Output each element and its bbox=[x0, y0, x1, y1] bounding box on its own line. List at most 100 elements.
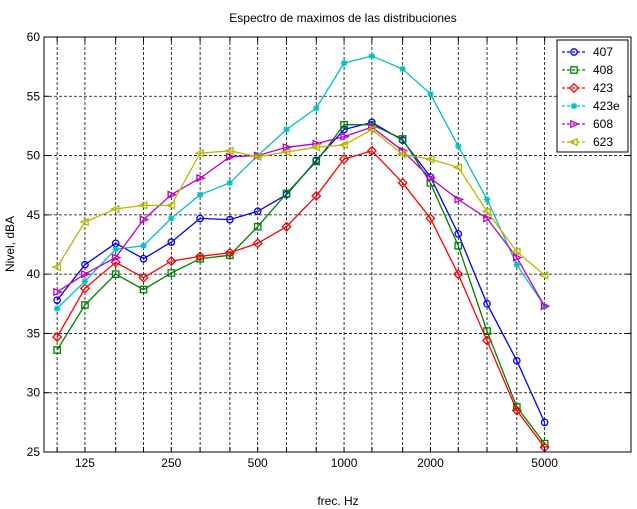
data-point bbox=[111, 253, 122, 262]
data-point bbox=[454, 241, 463, 250]
data-point bbox=[282, 143, 293, 152]
x-tick-label: 500 bbox=[248, 456, 268, 470]
data-point bbox=[165, 201, 176, 210]
data-point bbox=[109, 204, 120, 214]
y-tick-label: 55 bbox=[27, 89, 41, 103]
data-point bbox=[53, 296, 61, 305]
axis-ticks: 125 250 500 1000 2000 5000 25 30 35 40 45 50 55 60 bbox=[27, 30, 631, 470]
legend-marker bbox=[570, 119, 580, 129]
data-point bbox=[340, 132, 350, 141]
data-point bbox=[283, 126, 290, 133]
x-axis-label: frec. Hz bbox=[317, 494, 358, 508]
data-point bbox=[139, 285, 148, 294]
series-line-623 bbox=[56, 128, 546, 276]
data-point bbox=[340, 120, 348, 129]
data-point bbox=[282, 189, 291, 198]
series-line-608 bbox=[56, 126, 546, 307]
data-point bbox=[313, 104, 320, 112]
data-point bbox=[79, 283, 91, 294]
legend-marker bbox=[568, 82, 580, 94]
data-point bbox=[510, 247, 521, 256]
data-point bbox=[194, 149, 204, 158]
data-point bbox=[368, 122, 378, 132]
x-tick-label: 5000 bbox=[531, 456, 558, 470]
series-623 bbox=[51, 125, 549, 280]
data-point bbox=[280, 147, 291, 157]
data-point bbox=[226, 152, 236, 161]
data-point bbox=[226, 215, 234, 224]
data-point bbox=[81, 301, 89, 309]
legend: 407 408 423 423e 608 623 bbox=[556, 39, 629, 153]
y-tick-label: 50 bbox=[27, 149, 41, 163]
legend-item-608: 608 bbox=[562, 117, 613, 131]
y-tick-label: 25 bbox=[27, 445, 41, 459]
plot-frame bbox=[43, 36, 632, 453]
legend-marker bbox=[568, 137, 578, 147]
data-point bbox=[396, 150, 407, 159]
data-point bbox=[398, 135, 407, 143]
data-point bbox=[81, 278, 89, 285]
data-point bbox=[312, 157, 321, 166]
data-point bbox=[52, 331, 63, 343]
series-group bbox=[51, 52, 551, 453]
data-point bbox=[513, 261, 521, 268]
data-point bbox=[251, 152, 262, 161]
data-point bbox=[453, 269, 464, 280]
x-tick-label: 250 bbox=[161, 456, 181, 470]
chart-title: Espectro de maximos de las distribucione… bbox=[229, 11, 456, 25]
data-point bbox=[424, 154, 435, 164]
y-tick-label: 45 bbox=[27, 208, 41, 222]
data-point bbox=[226, 179, 234, 187]
legend-item-423: 423 bbox=[562, 81, 613, 95]
y-tick-label: 40 bbox=[27, 267, 41, 281]
x-tick-label: 1000 bbox=[331, 456, 358, 470]
data-point bbox=[112, 246, 119, 253]
legend-label: 623 bbox=[593, 135, 613, 149]
data-point bbox=[483, 196, 491, 203]
legend-label: 407 bbox=[593, 45, 613, 59]
data-point bbox=[196, 191, 204, 198]
series-line-423e bbox=[56, 55, 546, 309]
data-point bbox=[137, 201, 148, 210]
legend-marker bbox=[570, 48, 578, 56]
data-point bbox=[399, 65, 406, 73]
data-point bbox=[540, 301, 551, 311]
y-tick-label: 35 bbox=[27, 326, 41, 340]
data-point bbox=[511, 405, 522, 416]
data-point bbox=[167, 238, 176, 246]
data-point bbox=[426, 173, 437, 183]
y-tick-label: 60 bbox=[27, 30, 41, 44]
data-point bbox=[340, 59, 348, 67]
data-point bbox=[368, 52, 376, 60]
x-tick-label: 2000 bbox=[417, 456, 444, 470]
data-point bbox=[366, 145, 377, 156]
data-point bbox=[194, 251, 206, 262]
data-point bbox=[140, 242, 147, 249]
data-point bbox=[81, 269, 91, 279]
legend-item-407: 407 bbox=[562, 45, 613, 59]
data-point bbox=[454, 229, 463, 238]
data-point bbox=[81, 260, 89, 269]
data-point bbox=[53, 287, 63, 297]
data-point bbox=[512, 356, 521, 365]
data-point bbox=[481, 335, 493, 346]
data-point bbox=[338, 154, 350, 165]
data-point bbox=[512, 253, 523, 262]
data-point bbox=[483, 214, 493, 223]
legend-item-408: 408 bbox=[562, 63, 613, 77]
legend-label: 423 bbox=[593, 81, 613, 95]
data-point bbox=[224, 247, 236, 258]
data-point bbox=[538, 271, 549, 280]
data-point bbox=[455, 142, 462, 150]
data-point bbox=[111, 270, 120, 278]
data-point bbox=[454, 195, 465, 204]
data-point bbox=[167, 269, 176, 277]
legend-marker bbox=[570, 102, 578, 110]
data-point bbox=[53, 305, 61, 312]
data-point bbox=[226, 251, 234, 260]
data-point bbox=[253, 222, 262, 231]
series-line-423 bbox=[56, 150, 546, 448]
data-point bbox=[196, 254, 204, 263]
legend-box bbox=[556, 39, 629, 153]
series-423 bbox=[52, 145, 550, 453]
